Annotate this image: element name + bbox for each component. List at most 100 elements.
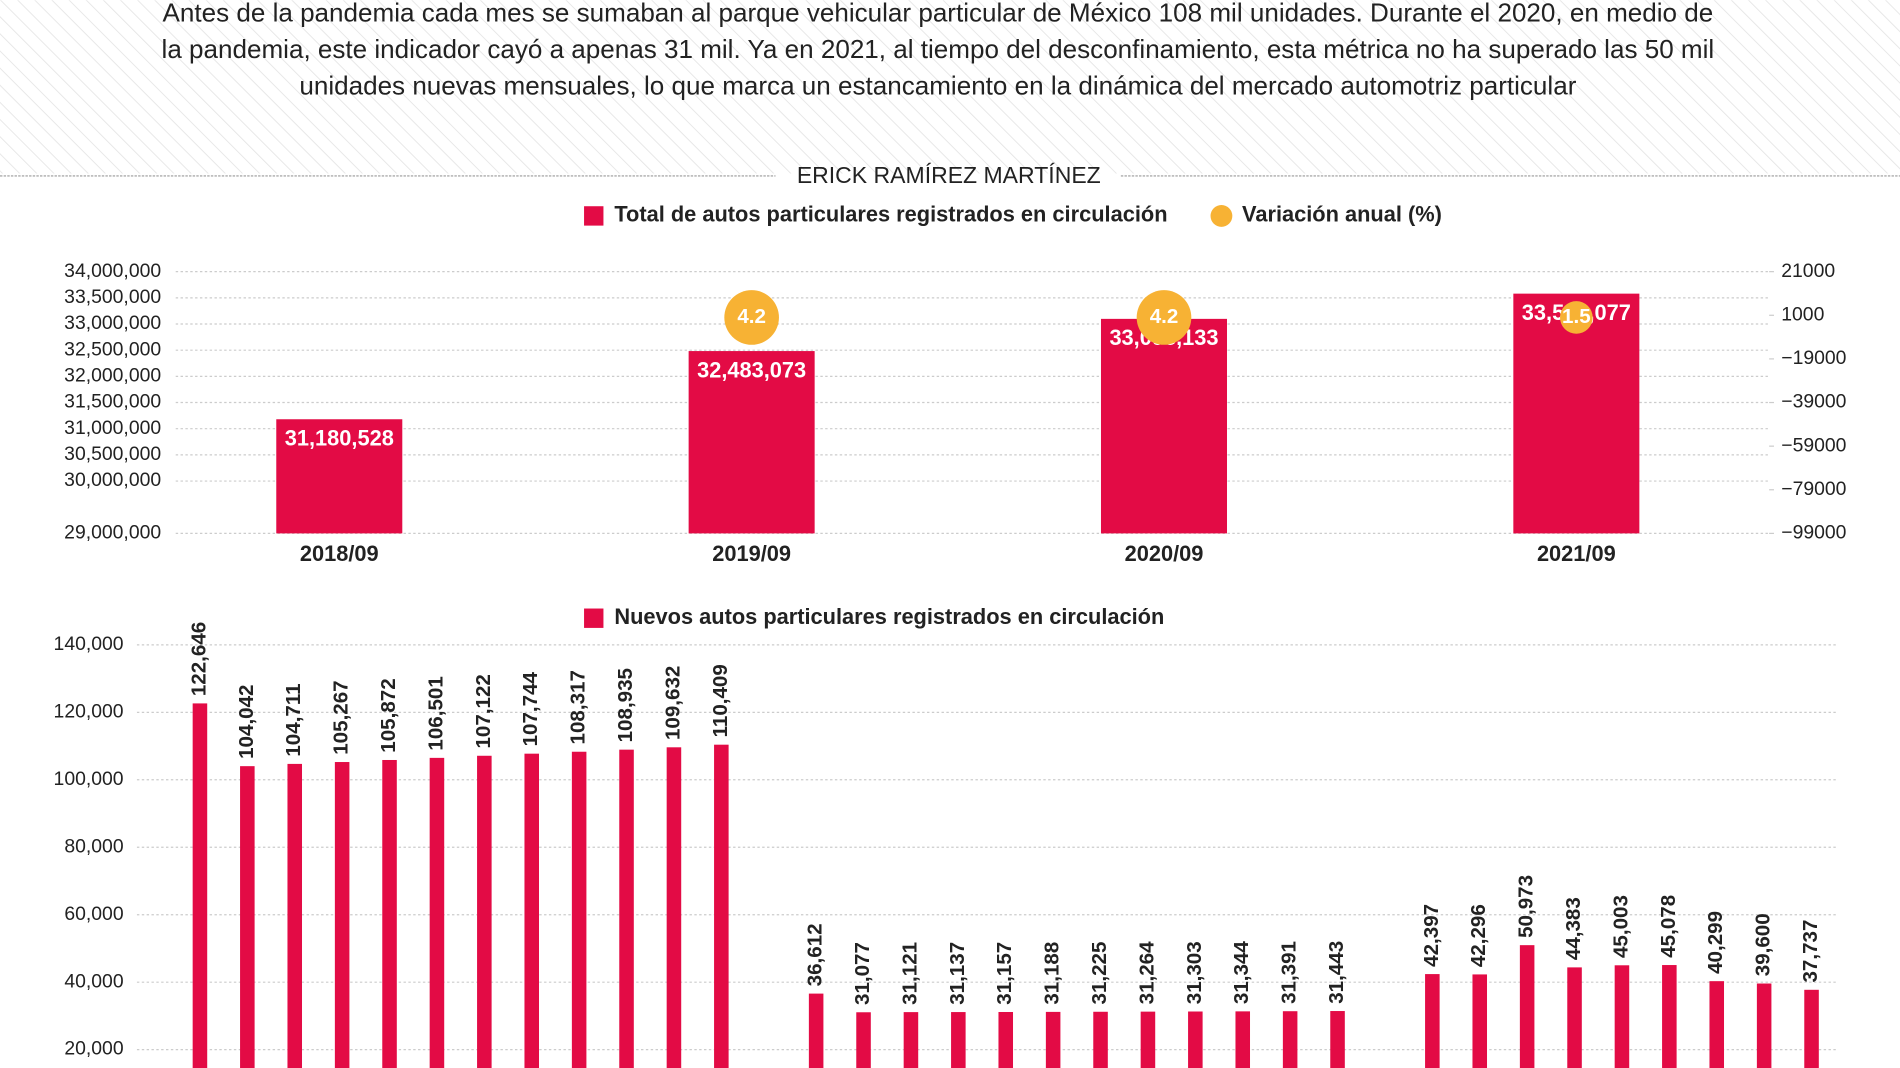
y-tick-label: 140,000 <box>54 633 124 655</box>
y2-tick-label: 1000 <box>1781 303 1824 325</box>
intro-line: unidades nuevas mensuales, lo que marca … <box>299 70 1576 100</box>
bar-value-label: 122,646 <box>187 622 210 696</box>
bar <box>477 755 492 1068</box>
bar <box>276 419 403 534</box>
bar <box>429 757 445 1068</box>
bar-value-label: 36,612 <box>804 923 827 986</box>
x-tick-label: 2019/09 <box>712 541 791 566</box>
y2-tick-label: −79000 <box>1781 478 1846 500</box>
bar <box>1045 1011 1061 1068</box>
bubble <box>1136 290 1192 345</box>
y2-tick-label: −19000 <box>1781 347 1846 369</box>
y-tick-label: 32,500,000 <box>64 338 161 360</box>
bar-value-label: 37,737 <box>1799 920 1822 983</box>
bar-value-label: 42,397 <box>1420 904 1443 967</box>
bubble-label: 4.2 <box>737 305 766 328</box>
y-tick-label: 100,000 <box>54 768 124 790</box>
bar <box>1804 989 1819 1068</box>
bar <box>192 703 208 1068</box>
y-tick-label: 30,000,000 <box>64 469 161 491</box>
legend-label: Total de autos particulares registrados … <box>614 202 1167 227</box>
legend-label: Variación anual (%) <box>1242 202 1442 227</box>
y-tick-label: 34,000,000 <box>64 260 161 282</box>
y-tick-label: 31,500,000 <box>64 391 161 413</box>
bar <box>619 749 634 1068</box>
intro-line: Antes de la pandemia cada mes se sumaban… <box>163 0 1714 28</box>
bar-value-label: 109,632 <box>661 666 684 740</box>
legend-label: Nuevos autos particulares registrados en… <box>614 604 1164 629</box>
bar <box>688 351 815 534</box>
x-tick-label: 2021/09 <box>1537 541 1616 566</box>
bar <box>1662 965 1677 1068</box>
bar <box>1188 1011 1203 1068</box>
bar-value-label: 40,299 <box>1704 911 1727 974</box>
bar-value-label: 31,121 <box>898 942 921 1005</box>
bar <box>524 753 540 1068</box>
bar-value-label: 31,077 <box>851 942 874 1005</box>
bar-value-label: 106,501 <box>424 676 447 750</box>
bar <box>1140 1011 1156 1068</box>
bar-value-label: 31,443 <box>1325 941 1348 1004</box>
bar-value-label: 108,317 <box>567 670 590 744</box>
bar-value-label: 31,180,528 <box>285 426 394 451</box>
bubble-label: 4.2 <box>1150 305 1179 328</box>
y-tick-label: 33,500,000 <box>64 286 161 308</box>
bar <box>1330 1011 1345 1068</box>
legend-swatch <box>584 608 604 628</box>
bar-value-label: 108,935 <box>614 668 637 742</box>
y-tick-label: 20,000 <box>64 1038 123 1060</box>
bar <box>1472 974 1488 1068</box>
bar-value-label: 32,483,073 <box>697 357 806 382</box>
bar <box>1709 981 1725 1068</box>
bar <box>903 1012 919 1068</box>
bubble-label: 1.5 <box>1562 305 1591 328</box>
bar-value-label: 31,225 <box>1088 942 1111 1005</box>
bar-value-label: 107,122 <box>472 674 495 748</box>
header-background <box>0 0 1900 174</box>
bar <box>287 763 303 1068</box>
y-tick-label: 80,000 <box>64 835 123 857</box>
bar-value-label: 110,409 <box>709 664 732 737</box>
y2-tick-label: −59000 <box>1781 434 1846 456</box>
bar-value-label: 105,267 <box>330 680 353 754</box>
bar-value-label: 31,188 <box>1041 942 1064 1005</box>
bar-value-label: 39,600 <box>1752 913 1775 976</box>
bar <box>1100 318 1228 534</box>
bar-value-label: 31,157 <box>993 942 1016 1005</box>
y-tick-label: 60,000 <box>64 903 123 925</box>
y-tick-label: 29,000,000 <box>64 522 161 544</box>
bar-value-label: 45,003 <box>1609 895 1632 958</box>
bar-value-label: 107,744 <box>519 671 542 746</box>
bar <box>714 744 729 1068</box>
bubble <box>724 290 779 345</box>
bar <box>951 1012 966 1068</box>
bar <box>1614 965 1630 1068</box>
y2-tick-label: 21000 <box>1781 260 1835 282</box>
author: ERICK RAMÍREZ MARTÍNEZ <box>797 162 1101 188</box>
bar-value-label: 105,872 <box>377 678 400 752</box>
bar-value-label: 42,296 <box>1467 904 1490 967</box>
x-tick-label: 2020/09 <box>1125 541 1204 566</box>
bar <box>334 762 350 1068</box>
bar <box>808 993 824 1068</box>
y-tick-label: 32,000,000 <box>64 364 161 386</box>
bar <box>240 766 255 1068</box>
bar <box>382 759 397 1068</box>
x-tick-label: 2018/09 <box>300 541 379 566</box>
bar <box>1567 967 1582 1068</box>
bar <box>998 1011 1014 1068</box>
bar-value-label: 45,078 <box>1657 895 1680 958</box>
bar <box>1282 1011 1298 1068</box>
bar-value-label: 104,042 <box>235 684 258 758</box>
bar <box>1425 974 1440 1068</box>
bar-value-label: 31,303 <box>1183 941 1206 1004</box>
y-tick-label: 30,500,000 <box>64 443 161 465</box>
y2-tick-label: −99000 <box>1781 522 1846 544</box>
intro-line: la pandemia, este indicador cayó a apena… <box>162 34 1715 64</box>
bar <box>1519 945 1535 1068</box>
legend-swatch <box>1210 205 1233 227</box>
y-tick-label: 31,000,000 <box>64 417 161 439</box>
bar-value-label: 31,264 <box>1135 941 1158 1004</box>
